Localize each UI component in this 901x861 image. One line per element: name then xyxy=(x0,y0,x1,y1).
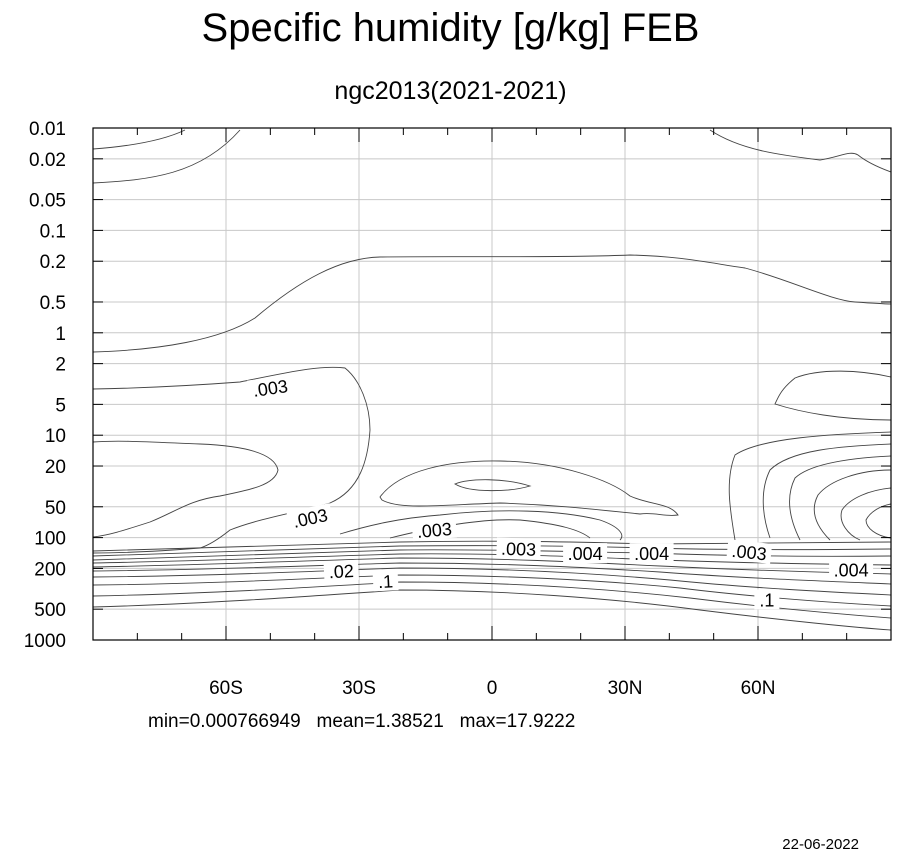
contour-line xyxy=(92,129,241,184)
date-stamp: 22-06-2022 xyxy=(782,836,859,853)
contour-line xyxy=(789,455,892,541)
contour-line xyxy=(728,431,892,541)
contour-line xyxy=(92,589,892,631)
contour-line xyxy=(92,581,892,619)
x-tick-label: 60S xyxy=(209,678,243,699)
contour-label-group: .02 xyxy=(323,559,359,582)
y-tick-label: 500 xyxy=(34,600,66,621)
contour-label-bg xyxy=(726,539,773,564)
contour-label-group: .1 xyxy=(372,570,399,592)
contour-label-group: .003 xyxy=(496,537,541,560)
contour-label-bg xyxy=(829,559,874,580)
contour-line xyxy=(92,129,186,150)
contour-label: .003 xyxy=(291,505,329,532)
contour-label-group: .004 xyxy=(629,543,674,564)
stats-text: min=0.000766949 mean=1.38521 max=17.9222 xyxy=(148,711,576,732)
y-tick-label: 1 xyxy=(55,324,66,345)
contour-line xyxy=(813,469,892,541)
contour-label-group: .004 xyxy=(563,543,608,564)
contour-line xyxy=(379,460,679,516)
contour-label: .1 xyxy=(378,571,394,592)
contour-label-group: .004 xyxy=(829,559,874,581)
chart-subtitle: ngc2013(2021-2021) xyxy=(334,77,567,105)
y-tick-label: 0.5 xyxy=(40,293,66,314)
contour-line xyxy=(762,443,892,539)
contour-line xyxy=(92,567,892,596)
contour-label-bg xyxy=(496,537,541,560)
y-tick-label: 10 xyxy=(45,426,66,447)
x-tick-label: 30N xyxy=(608,678,643,699)
y-tick-label: 0.02 xyxy=(29,150,66,171)
contour-line xyxy=(92,574,892,607)
y-tick-label: 5 xyxy=(55,395,66,416)
contour-line xyxy=(453,479,532,492)
contour-line xyxy=(92,557,892,575)
contour-label: .004 xyxy=(834,561,869,581)
y-tick-label: 0.1 xyxy=(40,221,66,242)
axis-ticks xyxy=(93,127,891,641)
contour-label: .004 xyxy=(568,544,603,564)
contour-label-bg xyxy=(286,503,334,532)
contour-label-bg xyxy=(563,543,608,564)
contour-label-group: .003 xyxy=(247,374,294,401)
contour-label-bg xyxy=(323,559,359,582)
contour-label-bg xyxy=(411,517,458,542)
contour-line xyxy=(92,562,892,585)
x-tick-label: 30S xyxy=(342,678,376,699)
contour-label: .02 xyxy=(328,561,354,582)
y-tick-label: 1000 xyxy=(24,631,66,652)
contour-line xyxy=(865,503,892,539)
contour-line xyxy=(774,370,892,421)
y-tick-label: 20 xyxy=(45,457,66,478)
contour-labels: .003 .003 .003 .003 .004 .004 .003 .004 .02 .1 .1 xyxy=(247,374,874,610)
x-tick-label: 0 xyxy=(487,678,498,699)
chart-title: Specific humidity [g/kg] FEB xyxy=(201,6,700,50)
contour-label: .004 xyxy=(634,544,669,564)
contour-label-group: .1 xyxy=(754,589,780,610)
y-tick-label: 100 xyxy=(34,529,66,550)
contour-label-bg xyxy=(754,589,780,610)
y-tick-label: 0.01 xyxy=(29,119,66,140)
contour-line xyxy=(709,129,892,173)
axis-tick-labels: 0.010.020.050.10.20.51251020501002005001… xyxy=(24,119,776,699)
contour-label-bg xyxy=(629,543,674,564)
y-tick-label: 50 xyxy=(45,498,66,519)
contour-label: .1 xyxy=(759,590,774,610)
contour-label: .003 xyxy=(731,541,768,565)
contour-line xyxy=(339,510,623,541)
y-tick-label: 0.05 xyxy=(29,191,66,212)
contour-line xyxy=(92,440,279,538)
contour-line xyxy=(92,366,371,554)
contour-label-group: .003 xyxy=(726,539,773,565)
contour-label-group: .003 xyxy=(411,517,458,542)
contour-line xyxy=(840,487,892,541)
contour-line xyxy=(92,254,892,353)
contour-label-bg xyxy=(372,570,399,592)
y-tick-label: 2 xyxy=(55,355,66,376)
contour-label-group: .003 xyxy=(286,503,334,532)
y-tick-label: 0.2 xyxy=(40,252,66,273)
contour-label: .003 xyxy=(501,539,537,560)
contour-label: .003 xyxy=(416,519,453,542)
contour-label-bg xyxy=(247,374,294,401)
y-tick-label: 200 xyxy=(34,559,66,580)
x-tick-label: 60N xyxy=(741,678,776,699)
contour-label: .003 xyxy=(252,376,289,401)
